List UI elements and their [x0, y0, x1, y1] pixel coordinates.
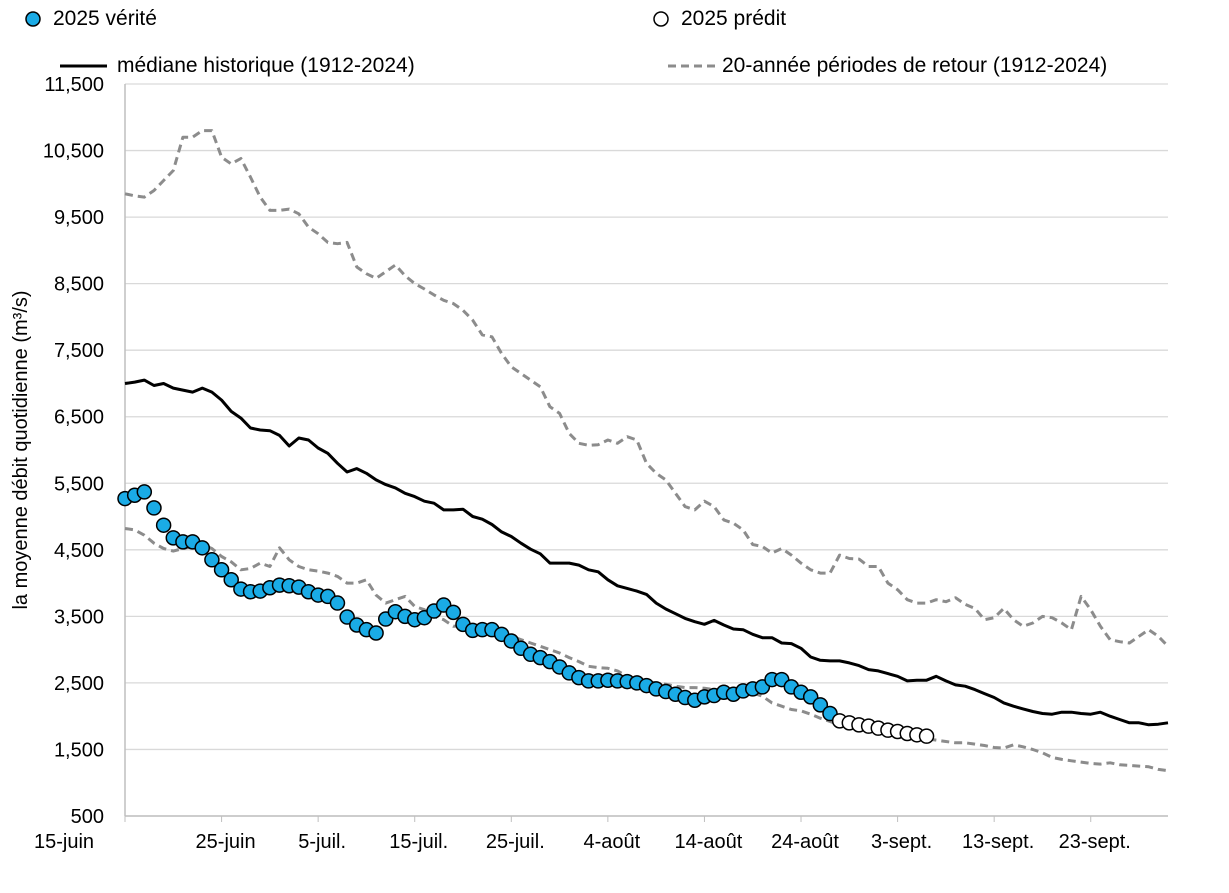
x-tick-label: 5-juil. — [298, 831, 346, 853]
observed-point — [136, 484, 153, 500]
observed-point — [445, 604, 462, 621]
observed-point — [194, 540, 211, 556]
observed-point — [155, 517, 172, 533]
x-tick-label: 24-août — [771, 831, 839, 853]
y-tick-label: 5,500 — [54, 473, 104, 495]
y-tick-label: 9,500 — [54, 207, 104, 229]
y-tick-label: 7,500 — [54, 340, 104, 362]
observed-point — [213, 562, 230, 578]
observed-point — [812, 697, 829, 713]
y-tick-label: 11,500 — [44, 74, 104, 96]
y-tick-label: 2,500 — [54, 673, 104, 695]
x-tick-label: 15-juin — [34, 831, 94, 853]
y-tick-label: 500 — [71, 806, 104, 828]
x-tick-label: 3-sept. — [871, 831, 932, 853]
y-tick-label: 8,500 — [54, 274, 104, 296]
x-tick-label: 25-juin — [196, 831, 256, 853]
legend-predicted-label: 2025 prédit — [681, 7, 787, 30]
x-tick-label: 25-juil. — [486, 831, 545, 853]
x-tick-label: 15-juil. — [389, 831, 448, 853]
x-tick-label: 13-sept. — [962, 831, 1034, 853]
observed-point — [146, 500, 162, 516]
legend-observed-marker — [25, 11, 41, 27]
y-tick-label: 6,500 — [54, 407, 104, 429]
legend-median-label: médiane historique (1912-2024) — [117, 54, 415, 77]
observed-point — [223, 572, 239, 588]
observed-point — [368, 625, 384, 641]
x-tick-label: 14-août — [675, 831, 743, 853]
return-period-line — [124, 527, 1169, 773]
y-tick-label: 4,500 — [54, 540, 104, 562]
predicted-point — [918, 728, 935, 744]
legend-return-label: 20-année périodes de retour (1912-2024) — [722, 54, 1108, 77]
y-axis-label: la moyenne débit quotidienne (m³/s) — [10, 290, 32, 609]
x-tick-label: 4-août — [584, 831, 641, 853]
y-tick-label: 3,500 — [54, 606, 104, 628]
legend-predicted-marker — [653, 11, 669, 27]
observed-point — [204, 552, 220, 568]
y-tick-label: 10,500 — [43, 141, 104, 163]
legend-observed-label: 2025 vérité — [53, 7, 157, 30]
observed-point — [329, 595, 346, 611]
median-line — [124, 378, 1169, 727]
legend — [25, 11, 715, 68]
y-tick-label: 1,500 — [54, 739, 104, 761]
x-tick-label: 23-sept. — [1059, 831, 1131, 853]
return-period-line — [124, 129, 1170, 648]
